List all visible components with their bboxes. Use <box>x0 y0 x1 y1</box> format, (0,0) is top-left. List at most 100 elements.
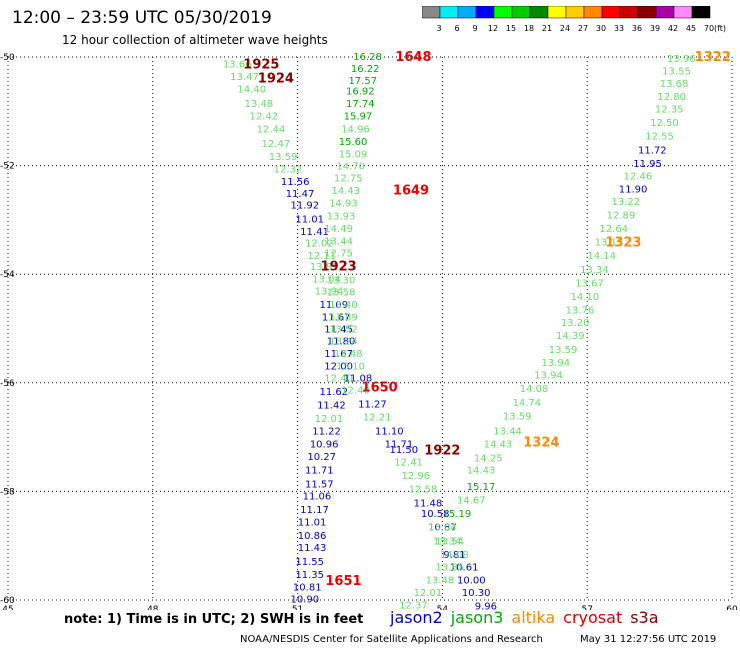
swh-point: 9.96 <box>475 601 497 610</box>
swh-point: 14.25 <box>474 454 503 465</box>
swh-point: 12.01 <box>414 588 443 599</box>
y-tick-label: -52 <box>0 162 15 172</box>
swh-point: 11.71 <box>385 440 414 451</box>
pass-label: 1923 <box>321 260 357 275</box>
swh-point: 12.11 <box>307 251 336 262</box>
swh-point: 12.41 <box>394 458 423 469</box>
swh-point: 12.96 <box>402 471 431 482</box>
satellite-legend: jason2 jason3 altika cryosat s3a <box>390 608 667 627</box>
swh-point: 12.40 <box>324 373 353 384</box>
swh-point: 11.09 <box>319 300 348 311</box>
swh-point: 11.01 <box>295 214 324 225</box>
swh-point: 14.67 <box>457 496 486 507</box>
swh-point: 13.85 <box>435 562 464 573</box>
swh-point: 13.20 <box>561 318 590 329</box>
swh-point: 14.43 <box>467 466 496 477</box>
colorbar-tick: 9 <box>472 24 477 33</box>
swh-point: 11.95 <box>633 159 662 170</box>
legend-entry: altika <box>511 608 556 627</box>
swh-point: 14.93 <box>329 199 358 210</box>
colorbar-tick: 27 <box>578 24 588 33</box>
pass-label: 1324 <box>523 435 559 450</box>
swh-point: 14.40 <box>237 84 266 95</box>
swh-point: 13.96 <box>667 54 696 65</box>
swh-point: 11.27 <box>358 399 387 410</box>
swh-point: 12.44 <box>257 125 286 136</box>
colorbar-tick: 45 <box>686 24 696 33</box>
legend-entry: cryosat <box>563 608 623 627</box>
y-tick-label: -54 <box>0 270 15 280</box>
x-tick-label: 45 <box>2 605 13 610</box>
colorbar-tick: 24 <box>560 24 570 33</box>
swh-point: 10.81 <box>293 582 322 593</box>
swh-point: 15.60 <box>339 137 368 148</box>
swh-point: 11.55 <box>295 557 324 568</box>
swh-point: 14.14 <box>587 251 616 262</box>
swh-point: 13.47 <box>230 72 259 83</box>
swh-point: 13.34 <box>433 536 462 547</box>
pass-label: 1649 <box>393 183 429 198</box>
swh-point: 16.28 <box>353 52 382 63</box>
swh-point: 14.70 <box>336 162 365 173</box>
swh-point: 11.17 <box>300 505 329 516</box>
swh-point: 11.47 <box>286 189 315 200</box>
pass-label: 1922 <box>424 444 460 459</box>
swh-point: 14.10 <box>570 292 599 303</box>
x-tick-label: 54 <box>437 605 449 610</box>
swh-point: 10.00 <box>457 575 486 586</box>
swh-point: 13.52 <box>329 325 358 336</box>
swh-point: 14.43 <box>332 186 361 197</box>
pass-label: 1650 <box>362 381 398 396</box>
swh-point: 15.09 <box>339 150 368 161</box>
swh-point: 15.19 <box>443 509 472 520</box>
swh-point: 13.48 <box>245 99 274 110</box>
swh-point: 10.58 <box>421 509 450 520</box>
swh-point: 16.22 <box>351 64 380 75</box>
colorbar-tick: 3 <box>436 24 441 33</box>
swh-point: 11.57 <box>305 479 334 490</box>
footer-note: note: 1) Time is in UTC; 2) SWH is in fe… <box>64 612 364 627</box>
swh-point: 13.54 <box>435 536 464 547</box>
swh-point: 11.43 <box>298 543 327 554</box>
swh-point: 13.34 <box>580 265 609 276</box>
colorbar-tick: 15 <box>506 24 516 33</box>
colorbar-tick: 39 <box>650 24 660 33</box>
swh-point: 13.94 <box>315 286 344 297</box>
swh-point: 14.49 <box>324 224 353 235</box>
x-tick-label: 57 <box>581 605 592 610</box>
swh-point: 13.94 <box>534 371 563 382</box>
swh-point: 13.59 <box>549 345 578 356</box>
swh-point: 12.80 <box>657 92 686 103</box>
swh-point: 12.55 <box>645 132 674 143</box>
swh-point: 13.10 <box>336 361 365 372</box>
swh-point: 12.47 <box>262 139 291 150</box>
swh-point: 11.62 <box>319 387 348 398</box>
pass-label: 1925 <box>243 58 279 73</box>
swh-point: 13.94 <box>542 358 571 369</box>
wave-height-map: 45 48 51 54 57 60 -50 -52 -54 -56 -58 -60 13.6613.47… <box>0 50 738 610</box>
swh-point: 9.81 <box>443 550 465 561</box>
colorbar-tick: 70 <box>704 24 714 33</box>
swh-point: 14.43 <box>484 440 513 451</box>
swh-point: 12.21 <box>363 412 392 423</box>
colorbar-unit: (ft) <box>714 24 726 33</box>
swh-point: 13.40 <box>329 300 358 311</box>
swh-point: 11.10 <box>375 427 404 438</box>
swh-point: 13.30 <box>327 276 356 287</box>
swh-point: 11.80 <box>327 336 356 347</box>
color-scale-bar: 3 6 9 12 15 18 21 24 27 30 33 36 39 42 45 70 (ft) <box>422 6 726 33</box>
generation-timestamp: May 31 12:27:56 UTC 2019 <box>580 634 717 645</box>
swh-point: 11.56 <box>281 177 310 188</box>
swh-point: 10.87 <box>428 523 457 534</box>
legend-entry: jason3 <box>450 608 504 627</box>
swh-point: 12.00 <box>324 361 353 372</box>
swh-point: 11.01 <box>298 517 327 528</box>
swh-point: 11.22 <box>312 427 341 438</box>
swh-point: 15.97 <box>344 112 373 123</box>
colorbar-tick: 30 <box>596 24 606 33</box>
swh-point: 12.75 <box>324 248 353 259</box>
credit-line: NOAA/NESDIS Center for Satellite Applica… <box>240 634 543 645</box>
swh-point: 13.22 <box>611 197 640 208</box>
swh-point: 11.48 <box>414 498 443 509</box>
swh-point: 13.76 <box>566 305 595 316</box>
